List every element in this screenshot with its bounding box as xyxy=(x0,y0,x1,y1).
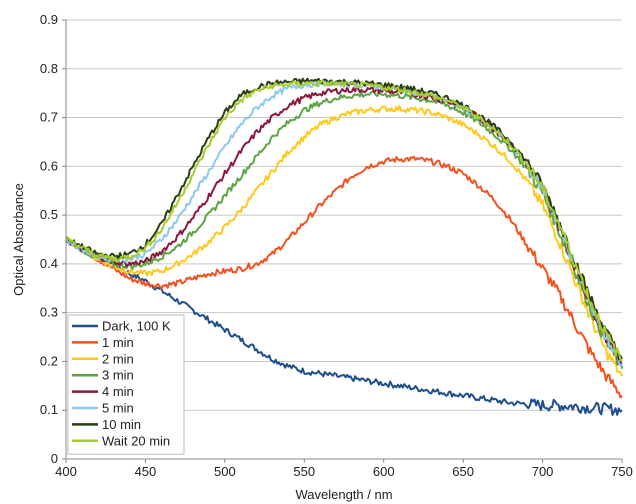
legend-label-1: 1 min xyxy=(102,335,134,350)
legend-label-0: Dark, 100 K xyxy=(102,319,171,334)
y-tick-label-4: 0.4 xyxy=(40,256,58,271)
y-tick-label-9: 0.9 xyxy=(40,12,58,27)
legend-label-2: 2 min xyxy=(102,351,134,366)
x-tick-label-0: 400 xyxy=(55,464,77,479)
series-line-3 xyxy=(65,90,623,369)
x-axis-label: Wavelength / nm xyxy=(295,487,392,502)
y-tick-label-0: 0 xyxy=(51,451,58,466)
series-layer xyxy=(65,77,623,416)
legend-label-6: 10 min xyxy=(102,417,141,432)
y-axis-label: Optical Absorbance xyxy=(11,183,26,296)
y-tick-label-2: 0.2 xyxy=(40,353,58,368)
x-tick-label-1: 450 xyxy=(135,464,157,479)
x-tick-label-3: 550 xyxy=(293,464,315,479)
x-tick-label-6: 700 xyxy=(532,464,554,479)
tick-labels: 400 450 500 550 600 650 700 750 0 0.1 0.2 0.3 0.4 0.5… xyxy=(40,12,633,479)
y-tick-label-5: 0.5 xyxy=(40,207,58,222)
x-tick-label-5: 650 xyxy=(452,464,474,479)
y-tick-label-3: 0.3 xyxy=(40,305,58,320)
y-tick-label-6: 0.6 xyxy=(40,158,58,173)
legend-label-4: 4 min xyxy=(102,384,134,399)
y-tick-label-8: 0.8 xyxy=(40,61,58,76)
legend-label-5: 5 min xyxy=(102,401,134,416)
x-tick-label-2: 500 xyxy=(214,464,236,479)
series-line-2 xyxy=(65,105,623,377)
y-tick-label-1: 0.1 xyxy=(40,402,58,417)
series-line-0 xyxy=(65,238,623,416)
legend-label-3: 3 min xyxy=(102,368,134,383)
axes xyxy=(62,19,623,463)
x-tick-label-4: 600 xyxy=(373,464,395,479)
y-tick-label-7: 0.7 xyxy=(40,110,58,125)
series-line-1 xyxy=(65,155,623,399)
legend-box xyxy=(67,314,185,455)
series-line-7 xyxy=(65,80,623,362)
legend-label-7: Wait 20 min xyxy=(102,433,170,448)
x-tick-label-7: 750 xyxy=(611,464,633,479)
